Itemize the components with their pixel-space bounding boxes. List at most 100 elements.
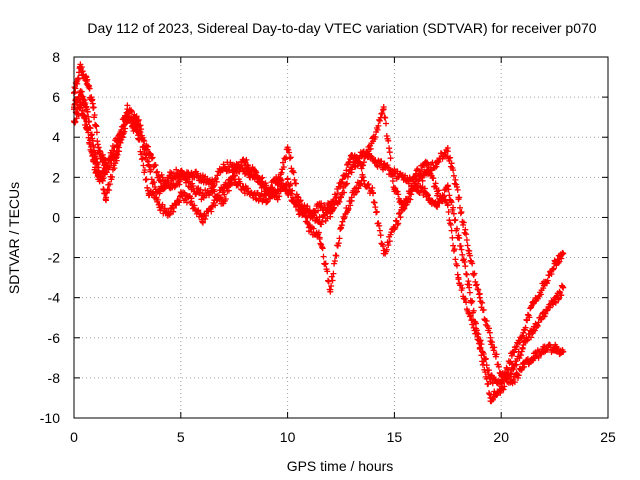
data-point <box>241 168 248 175</box>
data-point <box>156 204 163 211</box>
y-tick-label: -4 <box>48 290 61 306</box>
data-point <box>209 202 216 209</box>
data-point <box>348 154 355 161</box>
data-point <box>83 78 90 85</box>
data-point <box>113 148 120 155</box>
data-point <box>391 224 398 231</box>
data-point <box>434 188 441 195</box>
data-point <box>444 182 451 189</box>
data-point <box>284 176 291 183</box>
data-point <box>188 170 195 177</box>
data-point <box>327 210 334 217</box>
data-point <box>83 106 90 113</box>
data-point <box>498 386 505 393</box>
data-point <box>199 174 206 181</box>
data-point <box>316 218 323 225</box>
data-point <box>295 206 302 213</box>
data-point <box>77 88 84 95</box>
data-point <box>359 174 366 181</box>
y-tick-label: 6 <box>52 89 60 105</box>
data-point <box>455 274 462 281</box>
x-tick-label: 5 <box>177 429 185 445</box>
data-point <box>402 202 409 209</box>
data-point <box>444 148 451 155</box>
y-tick-label: -6 <box>48 330 61 346</box>
data-point <box>231 168 238 175</box>
data-point <box>188 198 195 205</box>
series-track-c <box>71 99 567 387</box>
data-point <box>90 104 97 111</box>
data-point <box>519 364 526 371</box>
data-point <box>327 286 334 293</box>
data-point <box>316 234 323 241</box>
data-point <box>551 344 558 351</box>
data-point <box>124 106 131 113</box>
data-point <box>167 210 174 217</box>
data-point <box>145 162 152 169</box>
data-point <box>241 186 248 193</box>
data-point <box>359 162 366 169</box>
data-point <box>476 294 483 301</box>
data-point <box>466 250 473 257</box>
data-point <box>273 194 280 201</box>
data-point <box>466 310 473 317</box>
data-point <box>90 158 97 165</box>
data-point <box>316 202 323 209</box>
data-point <box>423 160 430 167</box>
x-axis-label: GPS time / hours <box>287 458 394 474</box>
data-point <box>560 284 567 291</box>
data-point <box>103 194 110 201</box>
data-point <box>391 188 398 195</box>
data-point <box>177 192 184 199</box>
data-point <box>380 164 387 171</box>
data-point <box>77 64 84 71</box>
y-tick-label: -8 <box>48 370 61 386</box>
data-point <box>83 124 90 131</box>
data-point <box>220 164 227 171</box>
data-point <box>252 172 259 179</box>
x-axis-tick-labels: 0 5 10 15 20 25 <box>70 429 616 445</box>
data-point <box>241 158 248 165</box>
data-point <box>487 394 494 401</box>
data-point <box>370 190 377 197</box>
x-tick-label: 10 <box>280 429 296 445</box>
data-point <box>551 298 558 305</box>
data-point <box>220 184 227 191</box>
data-point <box>263 196 270 203</box>
data-point <box>434 158 441 165</box>
y-tick-label: 8 <box>52 49 60 65</box>
data-point <box>380 250 387 257</box>
data-point <box>145 190 152 197</box>
data-point <box>77 102 84 109</box>
data-point <box>284 144 291 151</box>
data-point <box>177 168 184 175</box>
data-point <box>444 202 451 209</box>
y-tick-label: 0 <box>52 209 60 225</box>
data-point <box>338 180 344 187</box>
data-point <box>220 198 227 205</box>
data-point <box>530 298 537 305</box>
data-point <box>498 380 505 387</box>
data-point <box>540 310 547 317</box>
data-point <box>348 166 355 173</box>
x-tick-label: 15 <box>387 429 403 445</box>
x-tick-label: 25 <box>600 429 616 445</box>
data-point <box>540 346 547 353</box>
data-point <box>359 150 366 157</box>
data-point <box>199 192 206 199</box>
data-point <box>231 162 238 169</box>
data-point <box>540 282 547 289</box>
series-points <box>71 88 567 405</box>
data-point <box>96 178 103 185</box>
data-point <box>455 194 462 201</box>
data-point <box>327 204 334 211</box>
x-tick-label: 20 <box>493 429 509 445</box>
x-tick-label: 0 <box>70 429 78 445</box>
data-point <box>209 188 216 195</box>
data-point <box>551 260 558 267</box>
data-point <box>199 218 206 225</box>
data-point <box>305 212 312 219</box>
data-point <box>135 132 142 139</box>
data-point <box>560 250 567 257</box>
